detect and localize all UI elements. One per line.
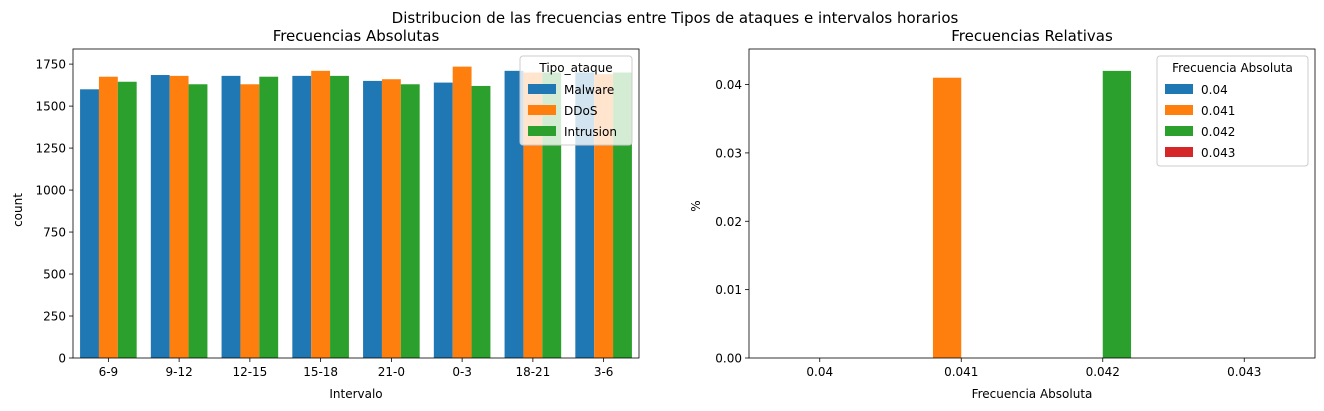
bar-malware-5 bbox=[433, 82, 453, 358]
x-tick-label: 0-3 bbox=[452, 365, 472, 379]
x-tick-label: 12-15 bbox=[232, 365, 267, 379]
y-tick-label: 250 bbox=[43, 310, 66, 324]
bar-ddos-1 bbox=[169, 75, 189, 358]
figure-title: Distribucion de las frecuencias entre Ti… bbox=[392, 9, 959, 27]
chart-title: Frecuencias Absolutas bbox=[273, 27, 440, 45]
legend-swatch bbox=[1165, 84, 1193, 94]
bar-0-042-2 bbox=[1102, 70, 1132, 359]
y-tick-label: 500 bbox=[43, 268, 66, 282]
y-tick-label: 1500 bbox=[35, 100, 66, 114]
x-tick-label: 15-18 bbox=[303, 365, 338, 379]
legend-label: Intrusion bbox=[564, 125, 617, 139]
bar-malware-3 bbox=[292, 75, 312, 358]
bar-ddos-0 bbox=[98, 76, 118, 359]
legend-title: Frecuencia Absoluta bbox=[1172, 61, 1293, 75]
legend-swatch bbox=[528, 105, 556, 115]
legend-label: DDoS bbox=[564, 104, 597, 118]
y-tick-label: 0 bbox=[58, 352, 66, 366]
axes-frame bbox=[748, 48, 1316, 359]
bar-ddos-2 bbox=[240, 84, 260, 359]
bar-malware-2 bbox=[221, 75, 241, 358]
chart-relative-frequencies: Frecuencias Relativas Frecuencia Absolut… bbox=[689, 27, 1316, 401]
x-tick-label: 0.042 bbox=[1086, 365, 1120, 379]
y-tick-label: 1250 bbox=[35, 142, 66, 156]
x-axis-label: Frecuencia Absoluta bbox=[972, 387, 1093, 401]
x-tick-label: 0.043 bbox=[1227, 365, 1261, 379]
legend-label: 0.04 bbox=[1201, 83, 1228, 97]
bar-ddos-4 bbox=[381, 79, 401, 358]
chart-title: Frecuencias Relativas bbox=[951, 27, 1113, 45]
x-tick-label: 21-0 bbox=[378, 365, 405, 379]
legend-swatch bbox=[1165, 147, 1193, 157]
bar-ddos-3 bbox=[311, 70, 331, 359]
legend: Tipo_ataque Malware DDoS Intrusion bbox=[519, 55, 633, 146]
legend-swatch bbox=[528, 126, 556, 136]
legend-label: 0.043 bbox=[1201, 146, 1235, 160]
x-tick-label: 18-21 bbox=[515, 365, 550, 379]
x-tick-label: 9-12 bbox=[166, 365, 193, 379]
legend-label: 0.041 bbox=[1201, 104, 1235, 118]
chart-absolute-frequencies: Frecuencias Absolutas Intervalo count 0 2… bbox=[11, 27, 640, 401]
legend-swatch bbox=[528, 84, 556, 94]
axes-frame bbox=[72, 48, 640, 359]
bar-intrusion-0 bbox=[117, 81, 137, 358]
legend-swatch bbox=[1165, 126, 1193, 136]
x-tick-label: 6-9 bbox=[99, 365, 119, 379]
bar-malware-1 bbox=[150, 75, 170, 358]
plot-area: 0 250 500 750 1000 1250 1500 1750 6-9 9-12 12-15 15… bbox=[35, 48, 640, 379]
legend: Frecuencia Absoluta 0.04 0.041 0.042 0.043 bbox=[1156, 55, 1309, 167]
bar-malware-4 bbox=[363, 80, 382, 359]
y-tick-label: 0.04 bbox=[715, 78, 742, 92]
legend-title: Tipo_ataque bbox=[538, 61, 612, 75]
x-tick-label: 0.04 bbox=[806, 365, 833, 379]
bar-intrusion-3 bbox=[330, 75, 349, 358]
x-tick-label: 3-6 bbox=[594, 365, 614, 379]
y-tick-label: 750 bbox=[43, 226, 66, 240]
y-tick-label: 0.02 bbox=[715, 215, 742, 229]
y-tick-label: 0.00 bbox=[715, 352, 742, 366]
bar-ddos-5 bbox=[452, 66, 472, 359]
bar-malware-0 bbox=[80, 89, 99, 358]
legend-box bbox=[1156, 55, 1309, 167]
plot-area: 0.000.010.020.030.040.04 0.041 0.042 0.043F… bbox=[715, 48, 1316, 379]
x-axis-label: Intervalo bbox=[329, 387, 382, 401]
bar-malware-6 bbox=[504, 70, 524, 359]
legend-box bbox=[519, 55, 633, 146]
legend-label: Malware bbox=[564, 83, 614, 97]
x-tick-label: 0.041 bbox=[944, 365, 978, 379]
y-tick-label: 1750 bbox=[35, 58, 66, 72]
y-tick-label: 0.01 bbox=[715, 283, 742, 297]
bar-intrusion-2 bbox=[259, 76, 279, 359]
y-tick-label: 1000 bbox=[35, 184, 66, 198]
bar-intrusion-4 bbox=[400, 84, 420, 359]
y-axis-label: count bbox=[11, 193, 25, 227]
bar-0-041-1 bbox=[932, 77, 962, 358]
y-tick-label: 0.03 bbox=[715, 146, 742, 160]
bar-intrusion-5 bbox=[471, 85, 491, 359]
legend-swatch bbox=[1165, 105, 1193, 115]
y-axis-label: % bbox=[689, 200, 703, 211]
bar-intrusion-1 bbox=[188, 84, 208, 359]
legend-label: 0.042 bbox=[1201, 125, 1235, 139]
